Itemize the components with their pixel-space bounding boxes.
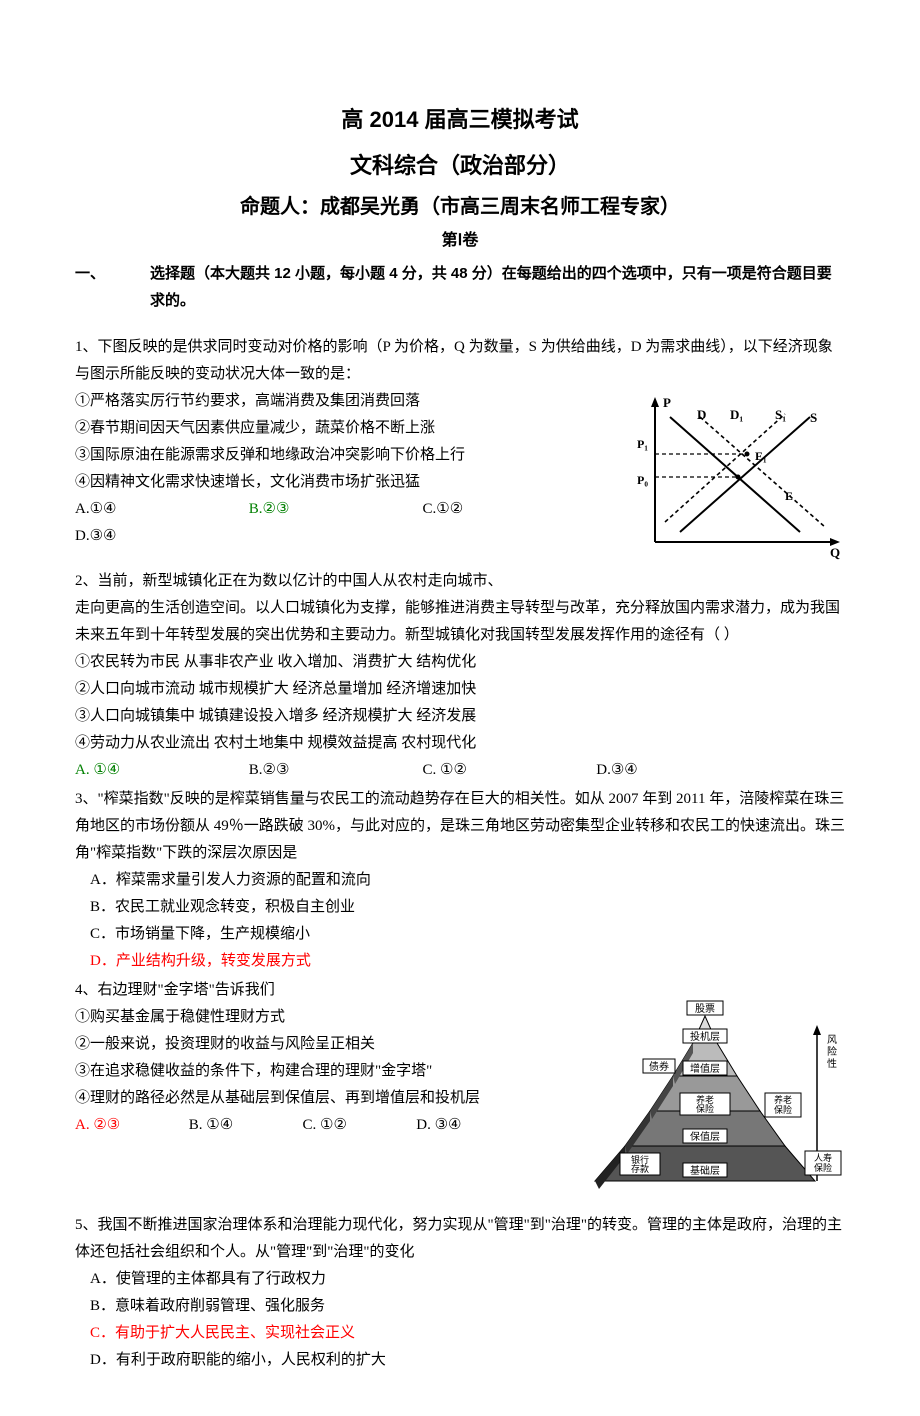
q2-r4a: ④劳动力从农业流出 [75, 735, 210, 751]
q2-opt-b: B.②③ [249, 757, 419, 784]
svg-text:性: 性 [827, 1057, 837, 1070]
svg-text:P₀: P₀ [637, 473, 648, 487]
question-1: 1、下图反映的是供求同时变动对价格的影响（P 为价格，Q 为数量，S 为供给曲线… [75, 334, 845, 566]
exam-subject: 文科综合（政治部分） [75, 146, 845, 186]
q4-opt-b: B. ①④ [189, 1112, 299, 1139]
svg-text:债券: 债券 [649, 1060, 669, 1073]
exam-title: 高 2014 届高三模拟考试 [75, 100, 845, 140]
q5-opt-b: B．意味着政府削弱管理、强化服务 [75, 1293, 845, 1320]
svg-text:风: 风 [827, 1034, 837, 1046]
svg-text:人寿: 人寿 [814, 1152, 832, 1163]
q2-opt-c: C. ①② [423, 757, 593, 784]
q1-opt-d: D.③④ [75, 523, 116, 550]
q2-r4c: 规模效益提高 [308, 735, 398, 751]
q2-r2a: ②人口向城市流动 [75, 681, 195, 697]
question-4: 股票 投机层 债券 增值层 养老 保险 保值层 银行 存款 基础层 风 险 性 … [75, 977, 845, 1210]
q2-r1c: 收入增加、消费扩大 [278, 654, 413, 670]
q2-r2c: 经济总量增加 [293, 681, 383, 697]
svg-text:投机层: 投机层 [690, 1030, 720, 1043]
q4-opt-c: C. ①② [303, 1112, 413, 1139]
q1-figure: P Q D D₁ S S₁ E E₁ P₁ P₀ [635, 392, 845, 562]
svg-text:E: E [785, 489, 793, 503]
svg-text:P₁: P₁ [637, 437, 648, 451]
q2-r2d: 经济增速加快 [386, 681, 476, 697]
q1-opt-a: A.①④ [75, 496, 245, 523]
svg-text:增值层: 增值层 [690, 1062, 720, 1075]
q3-opt-c: C．市场销量下降，生产规模缩小 [75, 921, 845, 948]
svg-text:保险: 保险 [696, 1103, 714, 1114]
q3-opt-b: B．农民工就业观念转变，积极自主创业 [75, 894, 845, 921]
q1-stem: 1、下图反映的是供求同时变动对价格的影响（P 为价格，Q 为数量，S 为供给曲线… [75, 334, 845, 388]
svg-text:S₁: S₁ [775, 407, 786, 422]
q5-opt-a: A．使管理的主体都具有了行政权力 [75, 1266, 845, 1293]
svg-text:保值层: 保值层 [690, 1130, 720, 1143]
q3-opt-d: D．产业结构升级，转变发展方式 [75, 948, 845, 975]
q4-opt-a: A. ②③ [75, 1112, 185, 1139]
q2-opt-a: A. ①④ [75, 757, 245, 784]
q2-r4d: 农村现代化 [401, 735, 476, 751]
instructions-number: 一、 [75, 260, 150, 287]
q1-opt-c: C.①② [423, 496, 593, 523]
q2-r3b: 城镇建设投入增多 [199, 708, 319, 724]
svg-text:S: S [810, 410, 817, 425]
q2-r1a: ①农民转为市民 [75, 654, 180, 670]
svg-text:股票: 股票 [695, 1003, 715, 1015]
q5-stem: 5、我国不断推进国家治理体系和治理能力现代化，努力实现从"管理"到"治理"的转变… [75, 1212, 845, 1266]
q2-options: A. ①④ B.②③ C. ①② D.③④ [75, 757, 845, 784]
q2-r3d: 经济发展 [416, 708, 476, 724]
svg-text:基础层: 基础层 [690, 1164, 720, 1177]
svg-text:D: D [697, 407, 706, 422]
svg-text:P: P [663, 395, 671, 410]
svg-text:保险: 保险 [814, 1162, 832, 1173]
q4-figure: 股票 投机层 债券 增值层 养老 保险 保值层 银行 存款 基础层 风 险 性 … [565, 981, 845, 1206]
q4-opt-d: D. ③④ [416, 1112, 461, 1139]
svg-text:养老: 养老 [774, 1094, 792, 1105]
svg-text:存款: 存款 [631, 1163, 649, 1174]
q2-opt-d: D.③④ [596, 757, 637, 784]
question-2: 2、当前，新型城镇化正在为数以亿计的中国人从农村走向城市、 走向更高的生活创造空… [75, 568, 845, 784]
q2-row1: ①农民转为市民 从事非农产业 收入增加、消费扩大 结构优化 [75, 649, 845, 676]
question-3: 3、"榨菜指数"反映的是榨菜销售量与农民工的流动趋势存在巨大的相关性。如从 20… [75, 786, 845, 975]
svg-text:D₁: D₁ [730, 407, 743, 422]
q1-opt-b: B.②③ [249, 496, 419, 523]
svg-text:保险: 保险 [774, 1104, 792, 1115]
section-instructions: 一、选择题（本大题共 12 小题，每小题 4 分，共 48 分）在每题给出的四个… [150, 260, 845, 314]
q2-row3: ③人口向城镇集中 城镇建设投入增多 经济规模扩大 经济发展 [75, 703, 845, 730]
q2-row4: ④劳动力从农业流出 农村土地集中 规模效益提高 农村现代化 [75, 730, 845, 757]
q2-r1d: 结构优化 [416, 654, 476, 670]
q2-stem-1: 2、当前，新型城镇化正在为数以亿计的中国人从农村走向城市、 [75, 568, 845, 595]
q2-r1b: 从事非农产业 [184, 654, 274, 670]
instructions-text: 选择题（本大题共 12 小题，每小题 4 分，共 48 分）在每题给出的四个选项… [150, 265, 832, 309]
q2-stem-2: 走向更高的生活创造空间。以人口城镇化为支撑，能够推进消费主导转型与改革，充分释放… [75, 595, 845, 649]
svg-text:E₁: E₁ [755, 449, 767, 463]
q5-opt-c: C．有助于扩大人民民主、实现社会正义 [75, 1320, 845, 1347]
exam-section: 第Ⅰ卷 [75, 227, 845, 256]
q2-r4b: 农村土地集中 [214, 735, 304, 751]
svg-text:险: 险 [827, 1045, 837, 1058]
question-5: 5、我国不断推进国家治理体系和治理能力现代化，努力实现从"管理"到"治理"的转变… [75, 1212, 845, 1374]
q3-stem: 3、"榨菜指数"反映的是榨菜销售量与农民工的流动趋势存在巨大的相关性。如从 20… [75, 786, 845, 867]
q2-r3a: ③人口向城镇集中 [75, 708, 195, 724]
svg-text:Q: Q [830, 545, 840, 560]
exam-author: 命题人：成都吴光勇（市高三周末名师工程专家） [75, 189, 845, 225]
q2-r2b: 城市规模扩大 [199, 681, 289, 697]
q3-opt-a: A．榨菜需求量引发人力资源的配置和流向 [75, 867, 845, 894]
q5-opt-d: D．有利于政府职能的缩小，人民权利的扩大 [75, 1347, 845, 1374]
q2-row2: ②人口向城市流动 城市规模扩大 经济总量增加 经济增速加快 [75, 676, 845, 703]
q2-r3c: 经济规模扩大 [323, 708, 413, 724]
